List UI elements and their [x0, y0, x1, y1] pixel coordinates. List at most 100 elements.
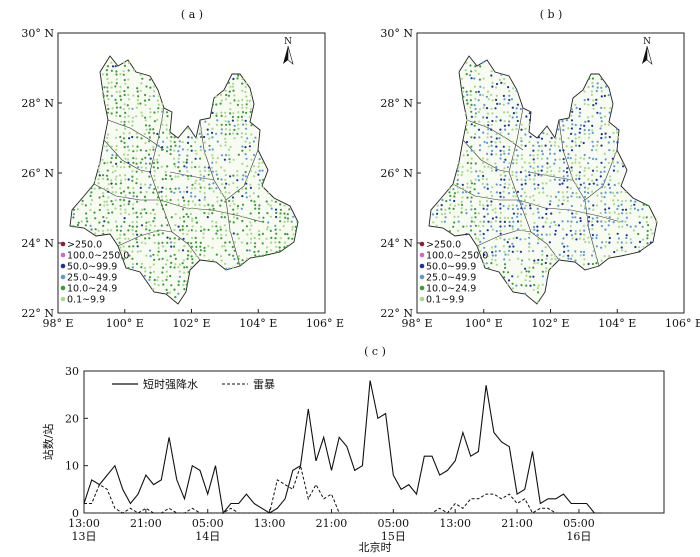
station-dot: [525, 270, 528, 273]
station-dot: [495, 165, 498, 169]
station-dot: [567, 209, 570, 212]
station-dot: [570, 114, 573, 117]
station-dot: [470, 115, 473, 118]
station-dot: [191, 200, 194, 203]
station-dot: [487, 220, 490, 223]
station-dot: [123, 64, 127, 67]
station-dot: [487, 165, 490, 168]
station-dot: [540, 137, 544, 140]
station-dot: [595, 98, 598, 101]
station-dot: [465, 225, 468, 228]
station-dot: [229, 145, 232, 149]
station-dot: [170, 245, 173, 248]
station-dot: [265, 200, 268, 203]
station-dot: [503, 111, 506, 114]
station-dot: [240, 115, 243, 118]
station-dot: [149, 255, 152, 258]
station-dot: [179, 190, 182, 194]
legend-label: 10.0~24.9: [426, 284, 476, 295]
station-dot: [111, 154, 114, 157]
station-dot: [282, 225, 285, 228]
station-dot: [162, 131, 165, 134]
station-dot: [144, 156, 147, 159]
station-dot: [540, 157, 544, 160]
station-dot: [115, 144, 118, 148]
station-dot: [491, 81, 494, 84]
station-dot: [122, 108, 125, 111]
station-dot: [604, 132, 607, 135]
station-dot: [503, 263, 507, 266]
station-dot: [224, 174, 227, 177]
station-dot: [553, 178, 557, 181]
station-dot: [570, 127, 574, 130]
station-dot: [245, 127, 248, 130]
station-dot: [119, 160, 122, 164]
station-dot: [124, 157, 127, 160]
station-dot: [207, 212, 210, 215]
station-dot: [237, 123, 240, 126]
station-dot: [646, 237, 649, 240]
station-dot: [98, 208, 101, 212]
station-dot: [532, 249, 535, 253]
legend-swatch: [60, 263, 66, 269]
station-dot: [107, 82, 110, 85]
station-dot: [625, 236, 628, 240]
station-dot: [183, 204, 186, 207]
station-dot: [156, 166, 159, 170]
station-dot: [549, 165, 552, 168]
station-dot: [566, 196, 569, 199]
station-dot: [583, 229, 586, 232]
station-dot: [165, 174, 168, 177]
station-dot: [645, 203, 648, 207]
station-dot: [541, 275, 545, 278]
station-dot: [194, 157, 197, 160]
station-dot: [599, 171, 603, 174]
station-dot: [153, 282, 156, 286]
station-dot: [592, 104, 595, 107]
station-dot: [292, 233, 295, 236]
station-dot: [578, 196, 581, 199]
station-dot: [118, 90, 121, 93]
station-dot: [546, 162, 549, 165]
station-dot: [207, 166, 210, 169]
station-dot: [587, 103, 590, 106]
station-dot: [164, 216, 167, 219]
station-dot: [515, 127, 518, 131]
station-dot: [220, 128, 223, 131]
station-dot: [178, 216, 182, 219]
station-dot: [131, 207, 135, 210]
station-dot: [582, 224, 586, 227]
station-dot: [93, 211, 96, 214]
station-dot: [199, 229, 203, 232]
station-dot: [482, 61, 485, 64]
station-dot: [604, 158, 607, 161]
station-dot: [583, 124, 586, 127]
station-dot: [613, 183, 616, 187]
station-dot: [286, 213, 289, 216]
station-dot: [525, 115, 528, 118]
station-dot: [465, 99, 468, 102]
station-dot: [485, 178, 488, 181]
station-dot: [223, 224, 227, 227]
station-dot: [211, 212, 214, 215]
station-dot: [228, 90, 231, 93]
station-dot: [245, 82, 248, 85]
legend-label: 50.0~99.9: [426, 262, 476, 273]
station-dot: [131, 144, 134, 148]
legend-label: 50.0~99.9: [67, 262, 117, 273]
station-dot: [638, 240, 642, 243]
station-dot: [115, 128, 118, 131]
station-dot: [604, 123, 607, 126]
station-dot: [641, 208, 644, 211]
station-dot: [591, 140, 594, 143]
station-dot: [106, 141, 109, 144]
station-dot: [533, 262, 536, 265]
station-dot: [223, 158, 226, 161]
station-dot: [123, 78, 126, 82]
station-dot: [257, 230, 260, 233]
station-dot: [221, 183, 224, 186]
station-dot: [207, 228, 210, 231]
station-dot: [232, 158, 235, 161]
station-dot: [195, 137, 198, 140]
lon-tick-label: 102° E: [531, 317, 569, 330]
